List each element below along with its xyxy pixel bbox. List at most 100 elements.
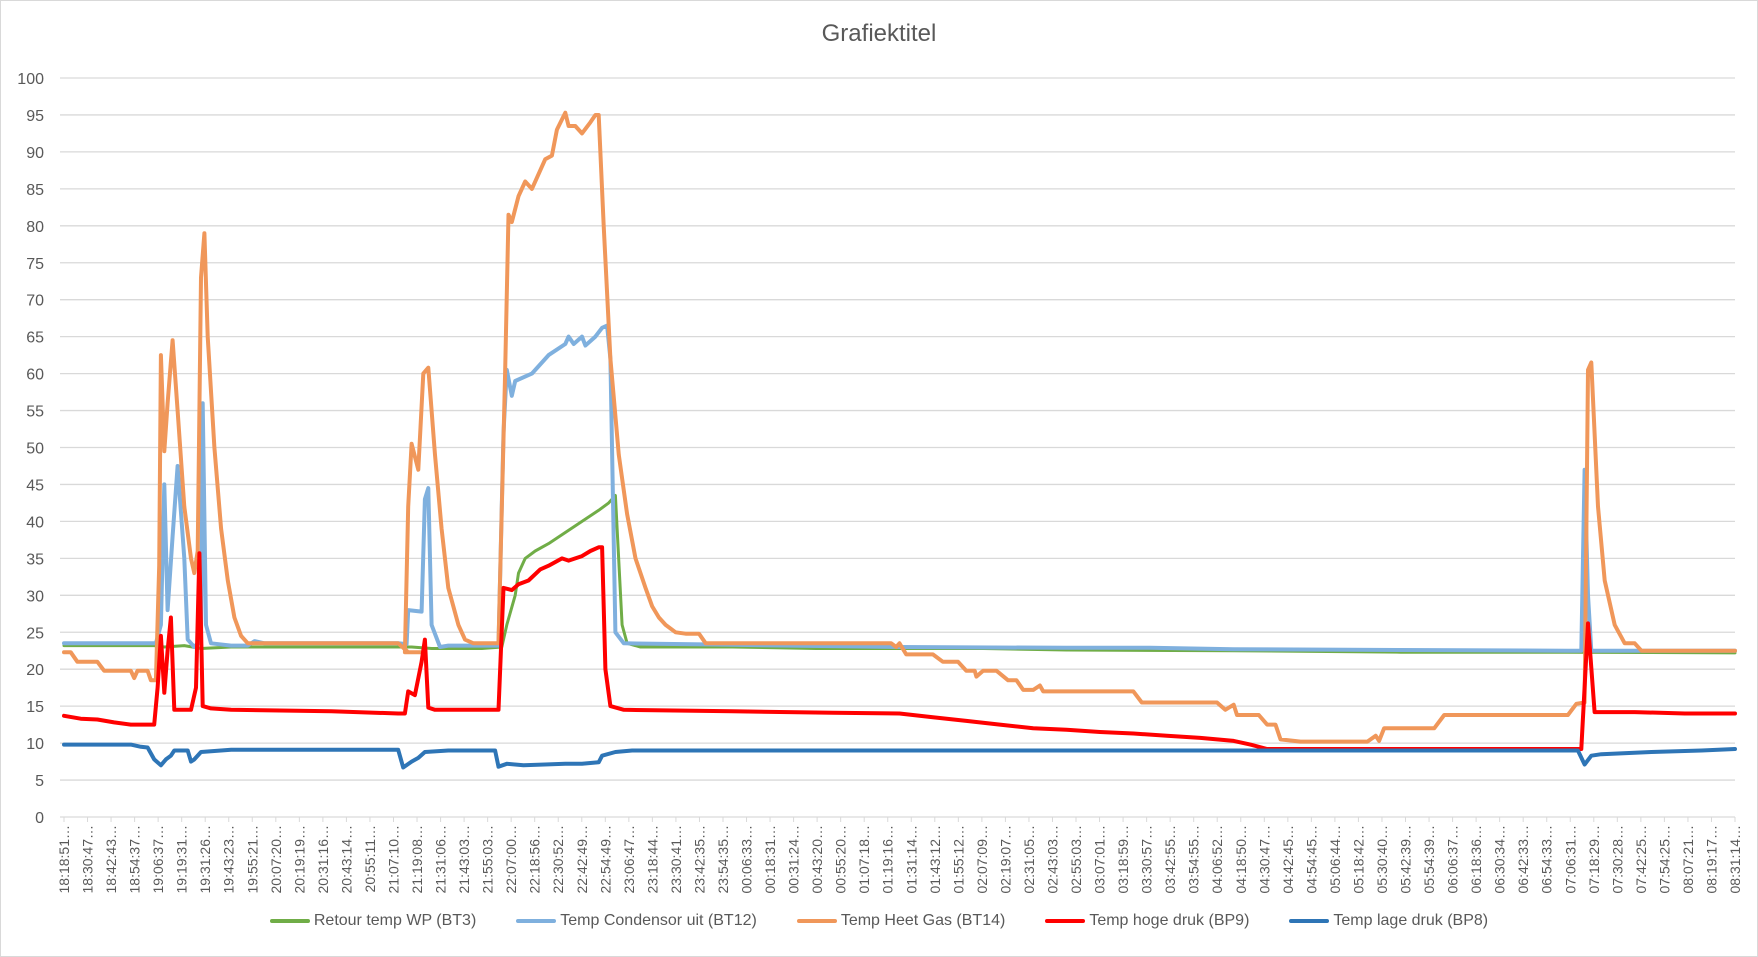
svg-text:22:54:49…: 22:54:49… (597, 825, 613, 894)
svg-text:5: 5 (35, 773, 44, 790)
svg-text:22:07:00…: 22:07:00… (503, 825, 519, 894)
svg-text:22:18:56…: 22:18:56… (527, 825, 543, 894)
svg-text:19:31:26…: 19:31:26… (197, 825, 213, 894)
svg-text:21:19:08…: 21:19:08… (409, 825, 425, 894)
svg-text:03:42:55…: 03:42:55… (1162, 825, 1178, 894)
svg-text:01:55:12…: 01:55:12… (950, 825, 966, 894)
svg-text:75: 75 (26, 256, 44, 273)
legend-label: Retour temp WP (BT3) (313, 912, 477, 929)
svg-text:60: 60 (26, 367, 44, 384)
svg-text:02:31:05…: 02:31:05… (1021, 825, 1037, 894)
svg-text:04:42:45…: 04:42:45… (1280, 825, 1296, 894)
svg-text:22:42:49…: 22:42:49… (574, 825, 590, 894)
svg-text:01:31:14…: 01:31:14… (903, 825, 919, 894)
svg-text:04:06:52…: 04:06:52… (1209, 825, 1225, 894)
chart-title: Grafiektitel (821, 20, 937, 47)
svg-text:0: 0 (35, 810, 44, 827)
svg-text:02:19:07…: 02:19:07… (997, 825, 1013, 894)
svg-text:23:42:35…: 23:42:35… (691, 825, 707, 894)
svg-text:19:43:23…: 19:43:23… (221, 825, 237, 894)
legend-label: Temp Heet Gas (BT14) (840, 912, 1006, 929)
svg-text:23:06:47…: 23:06:47… (621, 825, 637, 894)
svg-text:25: 25 (26, 625, 44, 642)
svg-text:05:06:44…: 05:06:44… (1327, 825, 1343, 894)
svg-text:04:30:47…: 04:30:47… (1256, 825, 1272, 894)
svg-text:21:31:06…: 21:31:06… (433, 825, 449, 894)
svg-text:07:18:29…: 07:18:29… (1586, 825, 1602, 894)
svg-text:04:54:45…: 04:54:45… (1303, 825, 1319, 894)
svg-text:00:06:33…: 00:06:33… (739, 825, 755, 894)
svg-text:08:19:17…: 08:19:17… (1703, 825, 1719, 894)
svg-text:35: 35 (26, 551, 44, 568)
series-lines (62, 110, 1737, 770)
legend-swatch-icon (796, 919, 837, 923)
legend-swatch-icon (1045, 919, 1086, 923)
svg-text:03:30:57…: 03:30:57… (1139, 825, 1155, 894)
svg-text:05:42:39…: 05:42:39… (1398, 825, 1414, 894)
svg-text:00:18:31…: 00:18:31… (762, 825, 778, 894)
svg-text:70: 70 (26, 293, 44, 310)
legend-swatch-icon (1289, 919, 1330, 923)
svg-text:45: 45 (26, 477, 44, 494)
svg-text:50: 50 (26, 441, 44, 458)
legend-item-bt12[interactable]: Temp Condensor uit (BT12) (516, 912, 757, 930)
gridlines (60, 77, 1735, 818)
svg-text:03:18:59…: 03:18:59… (1115, 825, 1131, 894)
svg-text:40: 40 (26, 514, 44, 531)
svg-text:21:55:03…: 21:55:03… (480, 825, 496, 894)
svg-text:10: 10 (26, 736, 44, 753)
svg-text:23:18:44…: 23:18:44… (644, 825, 660, 894)
svg-text:19:19:31…: 19:19:31… (174, 825, 190, 894)
x-axis-ticks: 18:18:51… 18:30:47… 18:42:43… 18:54:37… 19:0… (56, 817, 1743, 894)
svg-text:21:07:10…: 21:07:10… (385, 825, 401, 894)
svg-text:19:06:37…: 19:06:37… (150, 825, 166, 894)
legend-swatch-icon (269, 919, 310, 923)
svg-text:07:30:28…: 07:30:28… (1609, 825, 1625, 894)
svg-text:18:42:43…: 18:42:43… (103, 825, 119, 894)
svg-text:23:30:41…: 23:30:41… (668, 825, 684, 894)
svg-text:00:43:20…: 00:43:20… (809, 825, 825, 894)
svg-text:20:43:14…: 20:43:14… (338, 825, 354, 894)
legend-item-bp9[interactable]: Temp hoge druk (BP9) (1045, 912, 1249, 930)
svg-text:20:31:16…: 20:31:16… (315, 825, 331, 894)
svg-text:07:42:25…: 07:42:25… (1633, 825, 1649, 894)
svg-text:03:54:55…: 03:54:55… (1186, 825, 1202, 894)
svg-text:06:54:33…: 06:54:33… (1539, 825, 1555, 894)
svg-text:20:55:11…: 20:55:11… (362, 825, 378, 892)
svg-text:01:07:18…: 01:07:18… (856, 825, 872, 894)
svg-text:55: 55 (26, 404, 44, 421)
svg-text:21:43:03…: 21:43:03… (456, 825, 472, 894)
svg-text:06:30:34…: 06:30:34… (1492, 825, 1508, 894)
svg-text:01:43:12…: 01:43:12… (927, 825, 943, 894)
svg-text:08:31:14…: 08:31:14… (1727, 825, 1743, 894)
svg-text:100: 100 (17, 71, 44, 88)
svg-text:30: 30 (26, 588, 44, 605)
legend-item-bt3[interactable]: Retour temp WP (BT3) (269, 912, 477, 930)
svg-text:95: 95 (26, 108, 44, 125)
svg-text:03:07:01…: 03:07:01… (1092, 825, 1108, 894)
svg-text:19:55:21…: 19:55:21… (244, 825, 260, 894)
svg-text:07:54:25…: 07:54:25… (1656, 825, 1672, 894)
svg-text:05:30:40…: 05:30:40… (1374, 825, 1390, 894)
svg-text:02:07:09…: 02:07:09… (974, 825, 990, 894)
svg-text:06:18:36…: 06:18:36… (1468, 825, 1484, 894)
svg-text:20: 20 (26, 662, 44, 679)
svg-text:00:31:24…: 00:31:24… (786, 825, 802, 894)
svg-text:18:30:47…: 18:30:47… (80, 825, 96, 894)
legend-item-bt14[interactable]: Temp Heet Gas (BT14) (796, 912, 1006, 930)
svg-text:65: 65 (26, 330, 44, 347)
svg-text:02:43:03…: 02:43:03… (1044, 825, 1060, 894)
svg-text:23:54:35…: 23:54:35… (715, 825, 731, 894)
svg-text:15: 15 (26, 699, 44, 716)
svg-text:04:18:50…: 04:18:50… (1233, 825, 1249, 894)
svg-text:20:19:19…: 20:19:19… (291, 825, 307, 894)
legend-item-bp8[interactable]: Temp lage druk (BP8) (1289, 912, 1488, 930)
svg-text:80: 80 (26, 219, 44, 236)
svg-text:90: 90 (26, 145, 44, 162)
svg-text:05:54:39…: 05:54:39… (1421, 825, 1437, 894)
svg-text:22:30:52…: 22:30:52… (550, 825, 566, 894)
svg-text:18:54:37…: 18:54:37… (127, 825, 143, 894)
svg-text:01:19:16…: 01:19:16… (880, 825, 896, 894)
